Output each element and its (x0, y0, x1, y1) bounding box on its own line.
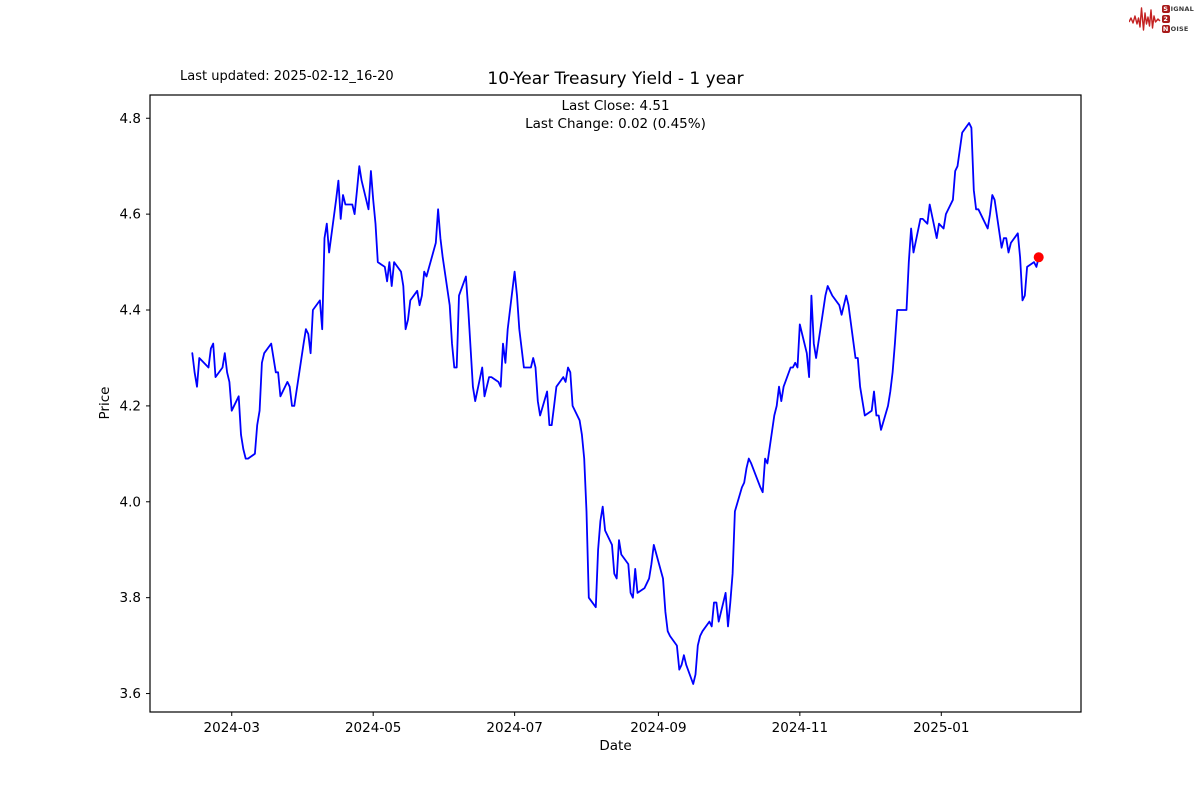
x-tick-label: 2024-07 (486, 720, 542, 736)
last-close-annotation: Last Close: 4.51 (561, 98, 670, 114)
y-tick-label: 4.2 (120, 398, 141, 414)
y-tick-label: 3.6 (120, 686, 141, 702)
x-tick-label: 2024-03 (204, 720, 260, 736)
logo-word-signal: S IGNAL (1161, 5, 1194, 13)
y-axis-label: Price (97, 386, 113, 420)
heartbeat-waveform-icon (1128, 7, 1161, 31)
last-updated-text: Last updated: 2025-02-12_16-20 (180, 69, 394, 84)
logo-word-2: 2 (1161, 15, 1194, 23)
logo-letterbox-2: 2 (1161, 15, 1170, 23)
y-tick-label: 4.4 (120, 303, 141, 319)
last-change-annotation: Last Change: 0.02 (0.45%) (525, 116, 706, 132)
logo-wordmark: S IGNAL 2 N OISE (1161, 5, 1194, 33)
y-tick-label: 4.0 (120, 494, 141, 510)
logo-letterbox-s: S (1161, 5, 1170, 13)
x-tick-label: 2024-11 (772, 720, 828, 736)
plot-border (149, 94, 1082, 713)
last-close-marker-dot (1033, 252, 1044, 263)
y-tick-label: 4.8 (120, 111, 141, 127)
logo-letterbox-n: N (1161, 25, 1170, 33)
yield-price-line (191, 122, 1040, 685)
x-axis-label: Date (599, 738, 632, 754)
y-tick-label: 4.6 (120, 207, 141, 223)
y-tick-label: 3.8 (120, 590, 141, 606)
x-tick-label: 2024-09 (630, 720, 686, 736)
chart-title: 10-Year Treasury Yield - 1 year (487, 69, 744, 89)
x-tick-label: 2025-01 (913, 720, 969, 736)
x-tick-label: 2024-05 (345, 720, 401, 736)
signal2noise-logo: S IGNAL 2 N OISE (1128, 4, 1194, 34)
logo-word-noise: N OISE (1161, 25, 1189, 33)
